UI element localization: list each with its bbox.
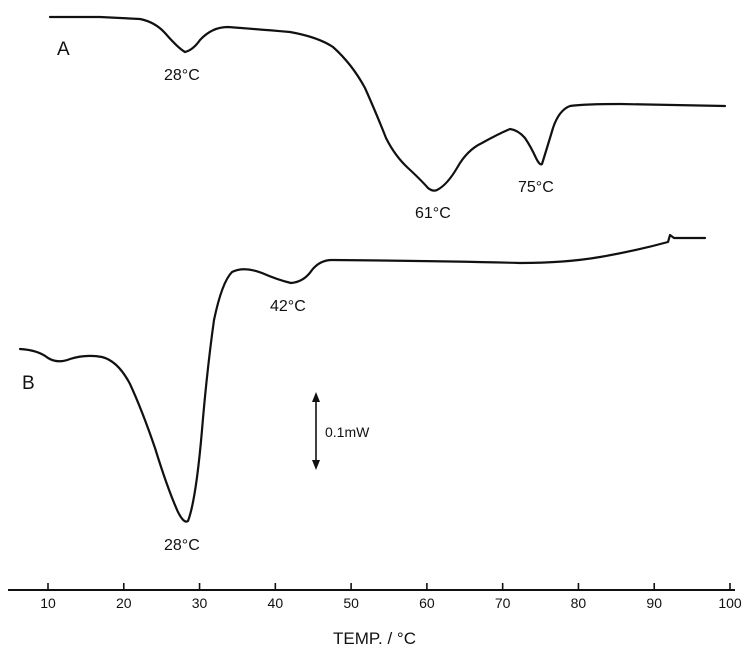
curve-b-label: B: [22, 373, 35, 394]
curve-a-label: A: [57, 39, 70, 60]
scale-bar-arrow-up: [312, 392, 320, 402]
scale-bar: 0.1mW: [312, 392, 370, 470]
peak-label-b-42: 42°C: [270, 298, 306, 315]
x-tick-label: 80: [571, 595, 587, 611]
peak-label-a-75: 75°C: [518, 179, 554, 196]
scale-bar-label: 0.1mW: [325, 424, 370, 440]
x-tick-label: 50: [343, 595, 359, 611]
curve-b-line: [18, 233, 707, 523]
x-tick-label: 30: [192, 595, 208, 611]
x-tick-label: 60: [419, 595, 435, 611]
scale-bar-arrow-down: [312, 460, 320, 470]
x-tick-label: 70: [495, 595, 511, 611]
x-axis-label: TEMP. / °C: [333, 629, 416, 648]
x-tick-label: 20: [116, 595, 132, 611]
peak-label-a-28: 28°C: [164, 67, 200, 84]
peak-label-a-61: 61°C: [415, 205, 451, 222]
x-tick-label: 90: [646, 595, 662, 611]
peak-label-b-28: 28°C: [164, 537, 200, 554]
x-tick-label: 10: [40, 595, 56, 611]
x-axis-ticks: 10 20 30 40 50 60 70 80 90 100: [40, 583, 742, 611]
x-tick-label: 100: [718, 595, 742, 611]
curve-a-line: [48, 15, 727, 192]
x-tick-label: 40: [268, 595, 284, 611]
